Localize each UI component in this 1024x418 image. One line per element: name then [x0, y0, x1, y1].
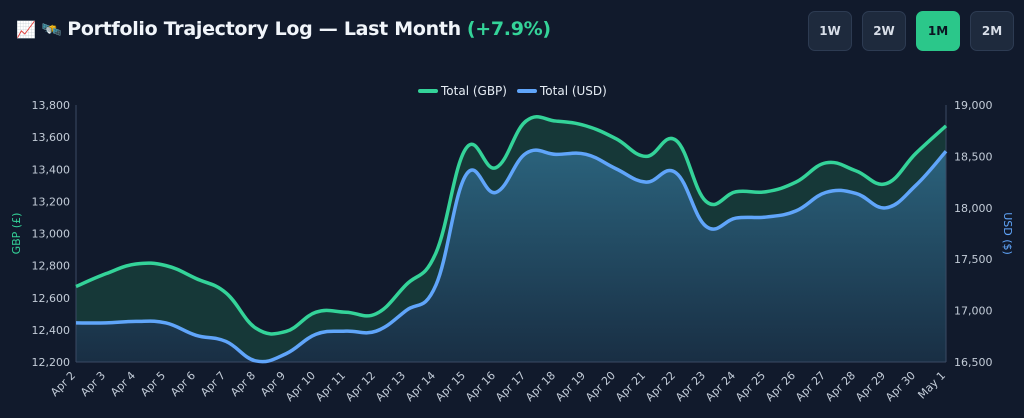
x-tick-label: Apr 21 [613, 369, 648, 404]
usd-series-line [75, 148, 948, 364]
x-tick-label: May 1 [915, 369, 948, 402]
right-tick-label: 19,000 [954, 99, 993, 112]
x-tick-label: Apr 7 [198, 369, 228, 399]
left-tick-label: 12,400 [32, 324, 71, 337]
legend-usd-label: Total (USD) [539, 84, 607, 98]
left-tick-label: 12,200 [32, 356, 71, 369]
x-tick-label: Apr 22 [643, 369, 678, 404]
left-tick-label: 12,600 [32, 292, 71, 305]
x-tick-label: Apr 30 [883, 369, 918, 404]
x-tick-label: Apr 2 [48, 369, 78, 399]
x-tick-label: Apr 12 [343, 369, 378, 404]
x-tick-label: Apr 16 [463, 369, 498, 404]
left-tick-label: 13,400 [32, 163, 71, 176]
x-tick-label: Apr 18 [523, 369, 558, 404]
time-range-selector: 1W 2W 1M 2M [808, 11, 1014, 51]
left-tick-label: 13,600 [32, 131, 71, 144]
x-tick-label: Apr 24 [703, 369, 738, 404]
range-button-1m[interactable]: 1M [916, 11, 960, 51]
right-tick-label: 18,000 [954, 202, 993, 215]
x-tick-label: Apr 20 [583, 369, 618, 404]
x-tick-label: Apr 11 [313, 369, 348, 404]
left-tick-label: 13,800 [32, 99, 71, 112]
usd-area [76, 150, 946, 362]
x-tick-label: Apr 25 [733, 369, 768, 404]
range-button-2w[interactable]: 2W [862, 11, 906, 51]
legend-gbp-label: Total (GBP) [440, 84, 507, 98]
chart-increasing-icon: 📈 [16, 19, 36, 39]
title-text: Portfolio Trajectory Log — Last Month [67, 18, 461, 40]
x-tick-label: Apr 8 [228, 369, 258, 399]
gbp-series-line [75, 114, 948, 336]
right-axis-title: USD ($) [1001, 212, 1014, 255]
left-axis-title: GBP (£) [10, 213, 23, 255]
left-tick-label: 12,800 [32, 260, 71, 273]
chart-header: 📈 🛰️ Portfolio Trajectory Log — Last Mon… [0, 0, 1024, 66]
x-tick-label: Apr 4 [108, 369, 138, 399]
right-tick-label: 16,500 [954, 356, 993, 369]
x-tick-label: Apr 19 [553, 369, 588, 404]
right-tick-label: 17,000 [954, 305, 993, 318]
x-tick-label: Apr 27 [793, 369, 828, 404]
x-tick-label: Apr 3 [78, 369, 108, 399]
right-tick-label: 18,500 [954, 150, 993, 163]
x-tick-label: Apr 15 [433, 369, 468, 404]
x-tick-label: Apr 6 [168, 369, 198, 399]
x-tick-label: Apr 17 [493, 369, 528, 404]
x-tick-label: Apr 26 [763, 369, 798, 404]
x-tick-label: Apr 23 [673, 369, 708, 404]
x-tick-label: Apr 28 [823, 369, 858, 404]
range-button-1w[interactable]: 1W [808, 11, 852, 51]
x-tick-label: Apr 13 [373, 369, 408, 404]
x-tick-label: Apr 10 [283, 369, 318, 404]
performance-delta: (+7.9%) [466, 18, 551, 40]
range-button-2m[interactable]: 2M [970, 11, 1014, 51]
x-tick-label: Apr 14 [403, 369, 438, 404]
left-tick-label: 13,200 [32, 195, 71, 208]
gbp-area [76, 116, 946, 362]
page-title: 📈 🛰️ Portfolio Trajectory Log — Last Mon… [16, 18, 551, 40]
right-tick-label: 17,500 [954, 253, 993, 266]
x-tick-label: Apr 29 [853, 369, 888, 404]
left-tick-label: 13,000 [32, 228, 71, 241]
x-tick-label: Apr 5 [138, 369, 168, 399]
satellite-icon: 🛰️ [41, 19, 62, 39]
